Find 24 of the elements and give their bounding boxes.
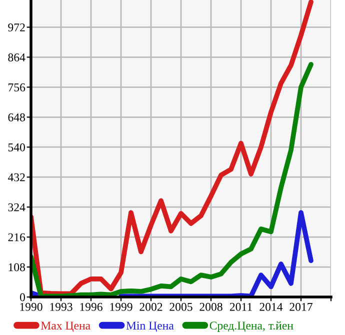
y-tick-label: 216 [8,233,26,242]
x-tick-label: 2017 [290,302,312,311]
y-tick-label: 972 [8,23,25,32]
y-tick-label: 108 [8,263,25,272]
y-tick-label: 648 [8,113,25,122]
legend-label: Сред.Цена, т.йен [210,321,294,332]
y-tick-label: 756 [8,83,26,92]
x-tick-label: 2011 [230,302,252,311]
legend-label: Max Цена [40,322,90,332]
x-tick-label: 2008 [200,302,222,311]
x-tick-label: 1993 [50,302,72,311]
x-tick-label: 2014 [260,302,283,311]
y-tick-label: 864 [8,53,26,62]
y-tick-label: 432 [8,173,25,182]
line-series [31,62,314,297]
y-tick-label: 540 [8,143,25,152]
x-tick-label: 2002 [140,302,162,311]
x-tick-label: 1990 [20,302,42,311]
x-tick-label: 2005 [170,302,192,311]
y-tick-label: 0 [20,293,25,302]
x-tick-label: 1999 [110,302,132,311]
x-tick-label: 1996 [80,302,102,311]
legend-label: Min Цена [126,322,174,332]
y-tick-label: 324 [8,203,26,212]
